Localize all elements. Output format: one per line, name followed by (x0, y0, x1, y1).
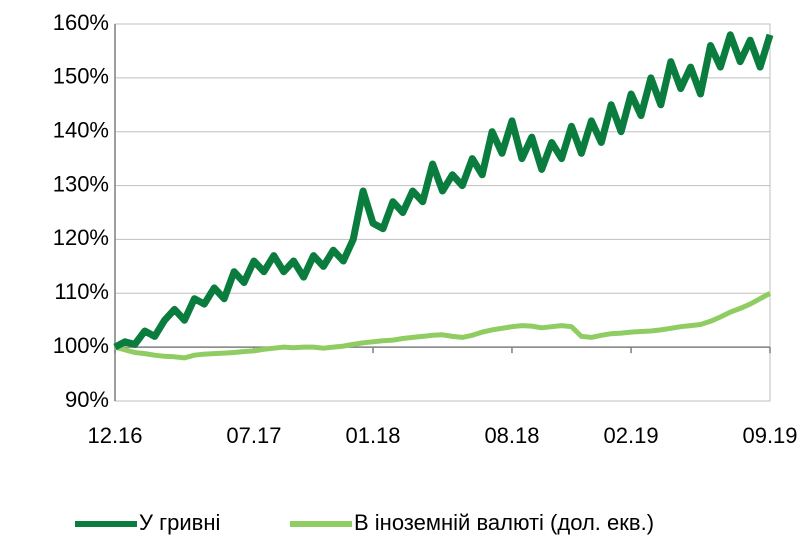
y-tick-label: 110% (54, 279, 109, 304)
x-tick-label: 02.19 (604, 423, 659, 448)
legend-label: У гривні (139, 510, 220, 535)
legend-label: В іноземній валюті (дол. екв.) (354, 510, 654, 535)
x-tick-label: 08.18 (484, 423, 539, 448)
x-tick-label: 07.17 (226, 423, 281, 448)
y-tick-label: 100% (53, 333, 109, 358)
y-tick-label: 160% (53, 10, 109, 35)
line-series (113, 31, 774, 351)
line-series (114, 291, 772, 361)
y-tick-label: 130% (53, 171, 109, 196)
y-tick-label: 140% (53, 118, 109, 143)
y-tick-label: 90% (65, 387, 109, 412)
plot-frame (114, 23, 771, 402)
x-tick-label: 09.19 (742, 423, 797, 448)
x-tick-label: 01.18 (345, 423, 400, 448)
y-tick-label: 120% (53, 225, 109, 250)
x-tick-label: 12.16 (87, 423, 142, 448)
y-tick-label: 150% (53, 64, 109, 89)
